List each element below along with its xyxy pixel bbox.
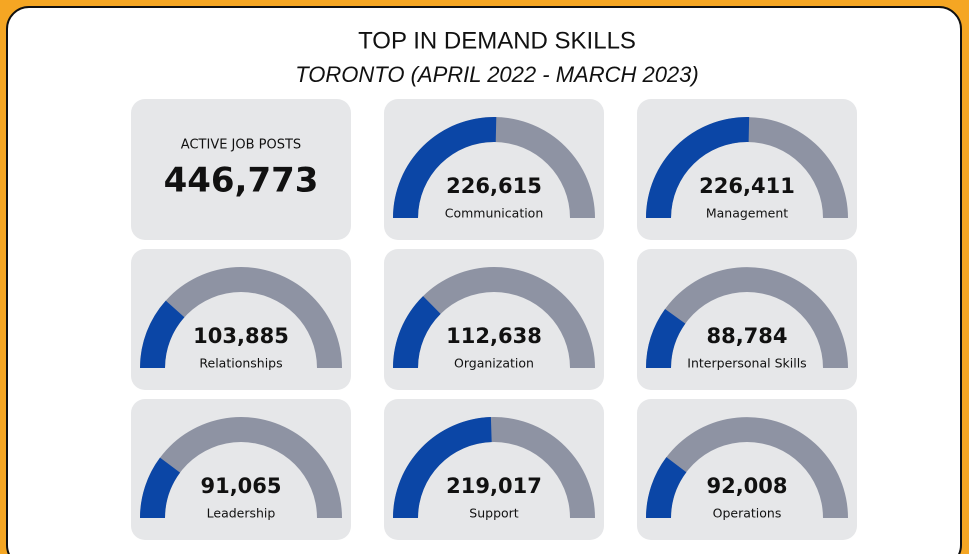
gauge-label: Support <box>469 506 519 521</box>
gauge-track <box>140 417 342 518</box>
total-value: 446,773 <box>164 161 319 201</box>
gauge-fill <box>140 457 181 518</box>
gauge-label: Leadership <box>207 506 276 521</box>
gauge-label: Operations <box>713 506 782 521</box>
gauge-label: Management <box>706 206 788 221</box>
gauge-value: 226,615 <box>446 174 542 198</box>
card <box>131 99 351 240</box>
gauge-value: 91,065 <box>200 474 281 498</box>
gauge-track <box>646 417 848 518</box>
chart-title: TOP IN DEMAND SKILLS <box>358 27 636 54</box>
total-label: ACTIVE JOB POSTS <box>181 138 301 153</box>
gauge-fill <box>393 296 441 368</box>
gauge-value: 226,411 <box>699 174 795 198</box>
gauge-track <box>646 267 848 368</box>
gauge-value: 88,784 <box>706 324 787 348</box>
gauge-value: 219,017 <box>446 474 542 498</box>
gauge-value: 103,885 <box>193 324 289 348</box>
chart-subtitle: TORONTO (APRIL 2022 - MARCH 2023) <box>295 62 698 87</box>
gauge-fill <box>646 116 750 218</box>
gauge-label: Interpersonal Skills <box>687 356 806 371</box>
gauge-fill <box>393 117 497 218</box>
gauge-track <box>393 267 595 368</box>
gauge-fill <box>646 308 686 368</box>
gauge-label: Organization <box>454 356 534 371</box>
gauge-value: 112,638 <box>446 324 542 348</box>
gauge-track <box>140 267 342 368</box>
gauge-label: Relationships <box>199 356 282 371</box>
gauge-label: Communication <box>445 206 544 221</box>
gauge-fill <box>393 417 492 518</box>
gauge-fill <box>646 457 687 518</box>
gauge-fill <box>140 300 185 368</box>
gauge-value: 92,008 <box>706 474 787 498</box>
